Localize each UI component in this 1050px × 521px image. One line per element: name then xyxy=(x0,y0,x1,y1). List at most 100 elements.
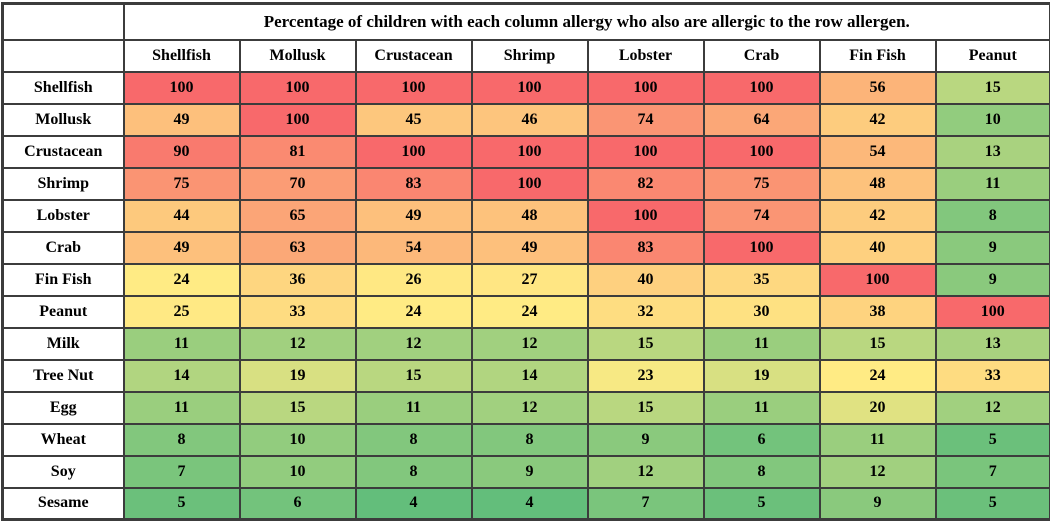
row-header-mollusk: Mollusk xyxy=(1,102,125,137)
cell-fin-fish-peanut: 9 xyxy=(934,262,1050,297)
cell-fin-fish-fin-fish: 100 xyxy=(818,262,937,297)
cell-fin-fish-shrimp: 27 xyxy=(470,262,589,297)
cell-soy-crustacean: 8 xyxy=(354,454,473,489)
cell-shrimp-peanut: 11 xyxy=(934,166,1050,201)
cell-egg-crustacean: 11 xyxy=(354,390,473,425)
cell-milk-crustacean: 12 xyxy=(354,326,473,361)
cell-egg-peanut: 12 xyxy=(934,390,1050,425)
cell-tree-nut-fin-fish: 24 xyxy=(818,358,937,393)
cell-lobster-lobster: 100 xyxy=(586,198,705,233)
cell-wheat-shellfish: 8 xyxy=(122,422,241,457)
cell-egg-shellfish: 11 xyxy=(122,390,241,425)
cell-crab-peanut: 9 xyxy=(934,230,1050,265)
cell-milk-mollusk: 12 xyxy=(238,326,357,361)
cell-crab-crustacean: 54 xyxy=(354,230,473,265)
row-peanut: Peanut 25 33 24 24 32 30 38 100 xyxy=(1,294,1050,329)
row-header-fin-fish: Fin Fish xyxy=(1,262,125,297)
cell-tree-nut-mollusk: 19 xyxy=(238,358,357,393)
cell-peanut-peanut: 100 xyxy=(934,294,1050,329)
cell-wheat-lobster: 9 xyxy=(586,422,705,457)
cell-crustacean-peanut: 13 xyxy=(934,134,1050,169)
row-egg: Egg 11 15 11 12 15 11 20 12 xyxy=(1,390,1050,425)
row-header-soy: Soy xyxy=(1,454,125,489)
row-soy: Soy 7 10 8 9 12 8 12 7 xyxy=(1,454,1050,489)
cell-crab-shellfish: 49 xyxy=(122,230,241,265)
cell-fin-fish-crab: 35 xyxy=(702,262,821,297)
row-header-crustacean: Crustacean xyxy=(1,134,125,169)
cell-crab-lobster: 83 xyxy=(586,230,705,265)
cell-soy-fin-fish: 12 xyxy=(818,454,937,489)
cell-crab-fin-fish: 40 xyxy=(818,230,937,265)
cell-milk-crab: 11 xyxy=(702,326,821,361)
cell-lobster-shellfish: 44 xyxy=(122,198,241,233)
cell-milk-shrimp: 12 xyxy=(470,326,589,361)
cell-shellfish-crab: 100 xyxy=(702,70,821,105)
cell-sesame-shellfish: 5 xyxy=(122,486,241,521)
cell-milk-fin-fish: 15 xyxy=(818,326,937,361)
cell-egg-shrimp: 12 xyxy=(470,390,589,425)
cell-sesame-crustacean: 4 xyxy=(354,486,473,521)
cell-mollusk-shellfish: 49 xyxy=(122,102,241,137)
cell-peanut-shellfish: 25 xyxy=(122,294,241,329)
cell-soy-shellfish: 7 xyxy=(122,454,241,489)
cell-mollusk-fin-fish: 42 xyxy=(818,102,937,137)
cell-tree-nut-peanut: 33 xyxy=(934,358,1050,393)
row-header-milk: Milk xyxy=(1,326,125,361)
row-crab: Crab 49 63 54 49 83 100 40 9 xyxy=(1,230,1050,265)
row-header-shellfish: Shellfish xyxy=(1,70,125,105)
cell-shellfish-shrimp: 100 xyxy=(470,70,589,105)
corner-cell-top xyxy=(1,2,125,41)
cell-soy-lobster: 12 xyxy=(586,454,705,489)
cell-lobster-crab: 74 xyxy=(702,198,821,233)
cell-lobster-peanut: 8 xyxy=(934,198,1050,233)
cell-soy-peanut: 7 xyxy=(934,454,1050,489)
cell-peanut-fin-fish: 38 xyxy=(818,294,937,329)
row-milk: Milk 11 12 12 12 15 11 15 13 xyxy=(1,326,1050,361)
cell-egg-lobster: 15 xyxy=(586,390,705,425)
row-fin-fish: Fin Fish 24 36 26 27 40 35 100 9 xyxy=(1,262,1050,297)
cell-mollusk-peanut: 10 xyxy=(934,102,1050,137)
row-shellfish: Shellfish 100 100 100 100 100 100 56 15 xyxy=(1,70,1050,105)
cell-peanut-mollusk: 33 xyxy=(238,294,357,329)
row-header-egg: Egg xyxy=(1,390,125,425)
cell-soy-mollusk: 10 xyxy=(238,454,357,489)
cell-shellfish-lobster: 100 xyxy=(586,70,705,105)
cell-crustacean-shellfish: 90 xyxy=(122,134,241,169)
cell-sesame-fin-fish: 9 xyxy=(818,486,937,521)
cell-sesame-mollusk: 6 xyxy=(238,486,357,521)
cell-fin-fish-shellfish: 24 xyxy=(122,262,241,297)
cell-soy-crab: 8 xyxy=(702,454,821,489)
cell-wheat-crustacean: 8 xyxy=(354,422,473,457)
cell-lobster-shrimp: 48 xyxy=(470,198,589,233)
cell-crab-mollusk: 63 xyxy=(238,230,357,265)
cell-peanut-crab: 30 xyxy=(702,294,821,329)
cell-mollusk-mollusk: 100 xyxy=(238,102,357,137)
cell-shellfish-fin-fish: 56 xyxy=(818,70,937,105)
cell-soy-shrimp: 9 xyxy=(470,454,589,489)
cell-mollusk-crustacean: 45 xyxy=(354,102,473,137)
row-shrimp: Shrimp 75 70 83 100 82 75 48 11 xyxy=(1,166,1050,201)
cell-crustacean-crustacean: 100 xyxy=(354,134,473,169)
cell-shrimp-crustacean: 83 xyxy=(354,166,473,201)
column-header-peanut: Peanut xyxy=(934,38,1050,73)
cell-shrimp-shellfish: 75 xyxy=(122,166,241,201)
cell-crustacean-lobster: 100 xyxy=(586,134,705,169)
cell-shellfish-peanut: 15 xyxy=(934,70,1050,105)
cell-shrimp-fin-fish: 48 xyxy=(818,166,937,201)
cell-mollusk-lobster: 74 xyxy=(586,102,705,137)
cell-tree-nut-crab: 19 xyxy=(702,358,821,393)
cell-egg-crab: 11 xyxy=(702,390,821,425)
cell-lobster-mollusk: 65 xyxy=(238,198,357,233)
row-lobster: Lobster 44 65 49 48 100 74 42 8 xyxy=(1,198,1050,233)
cell-sesame-lobster: 7 xyxy=(586,486,705,521)
row-header-wheat: Wheat xyxy=(1,422,125,457)
cell-milk-peanut: 13 xyxy=(934,326,1050,361)
cell-shrimp-lobster: 82 xyxy=(586,166,705,201)
table-title: Percentage of children with each column … xyxy=(122,2,1050,41)
cell-shellfish-shellfish: 100 xyxy=(122,70,241,105)
title-row: Percentage of children with each column … xyxy=(1,2,1050,41)
cell-wheat-shrimp: 8 xyxy=(470,422,589,457)
row-header-shrimp: Shrimp xyxy=(1,166,125,201)
